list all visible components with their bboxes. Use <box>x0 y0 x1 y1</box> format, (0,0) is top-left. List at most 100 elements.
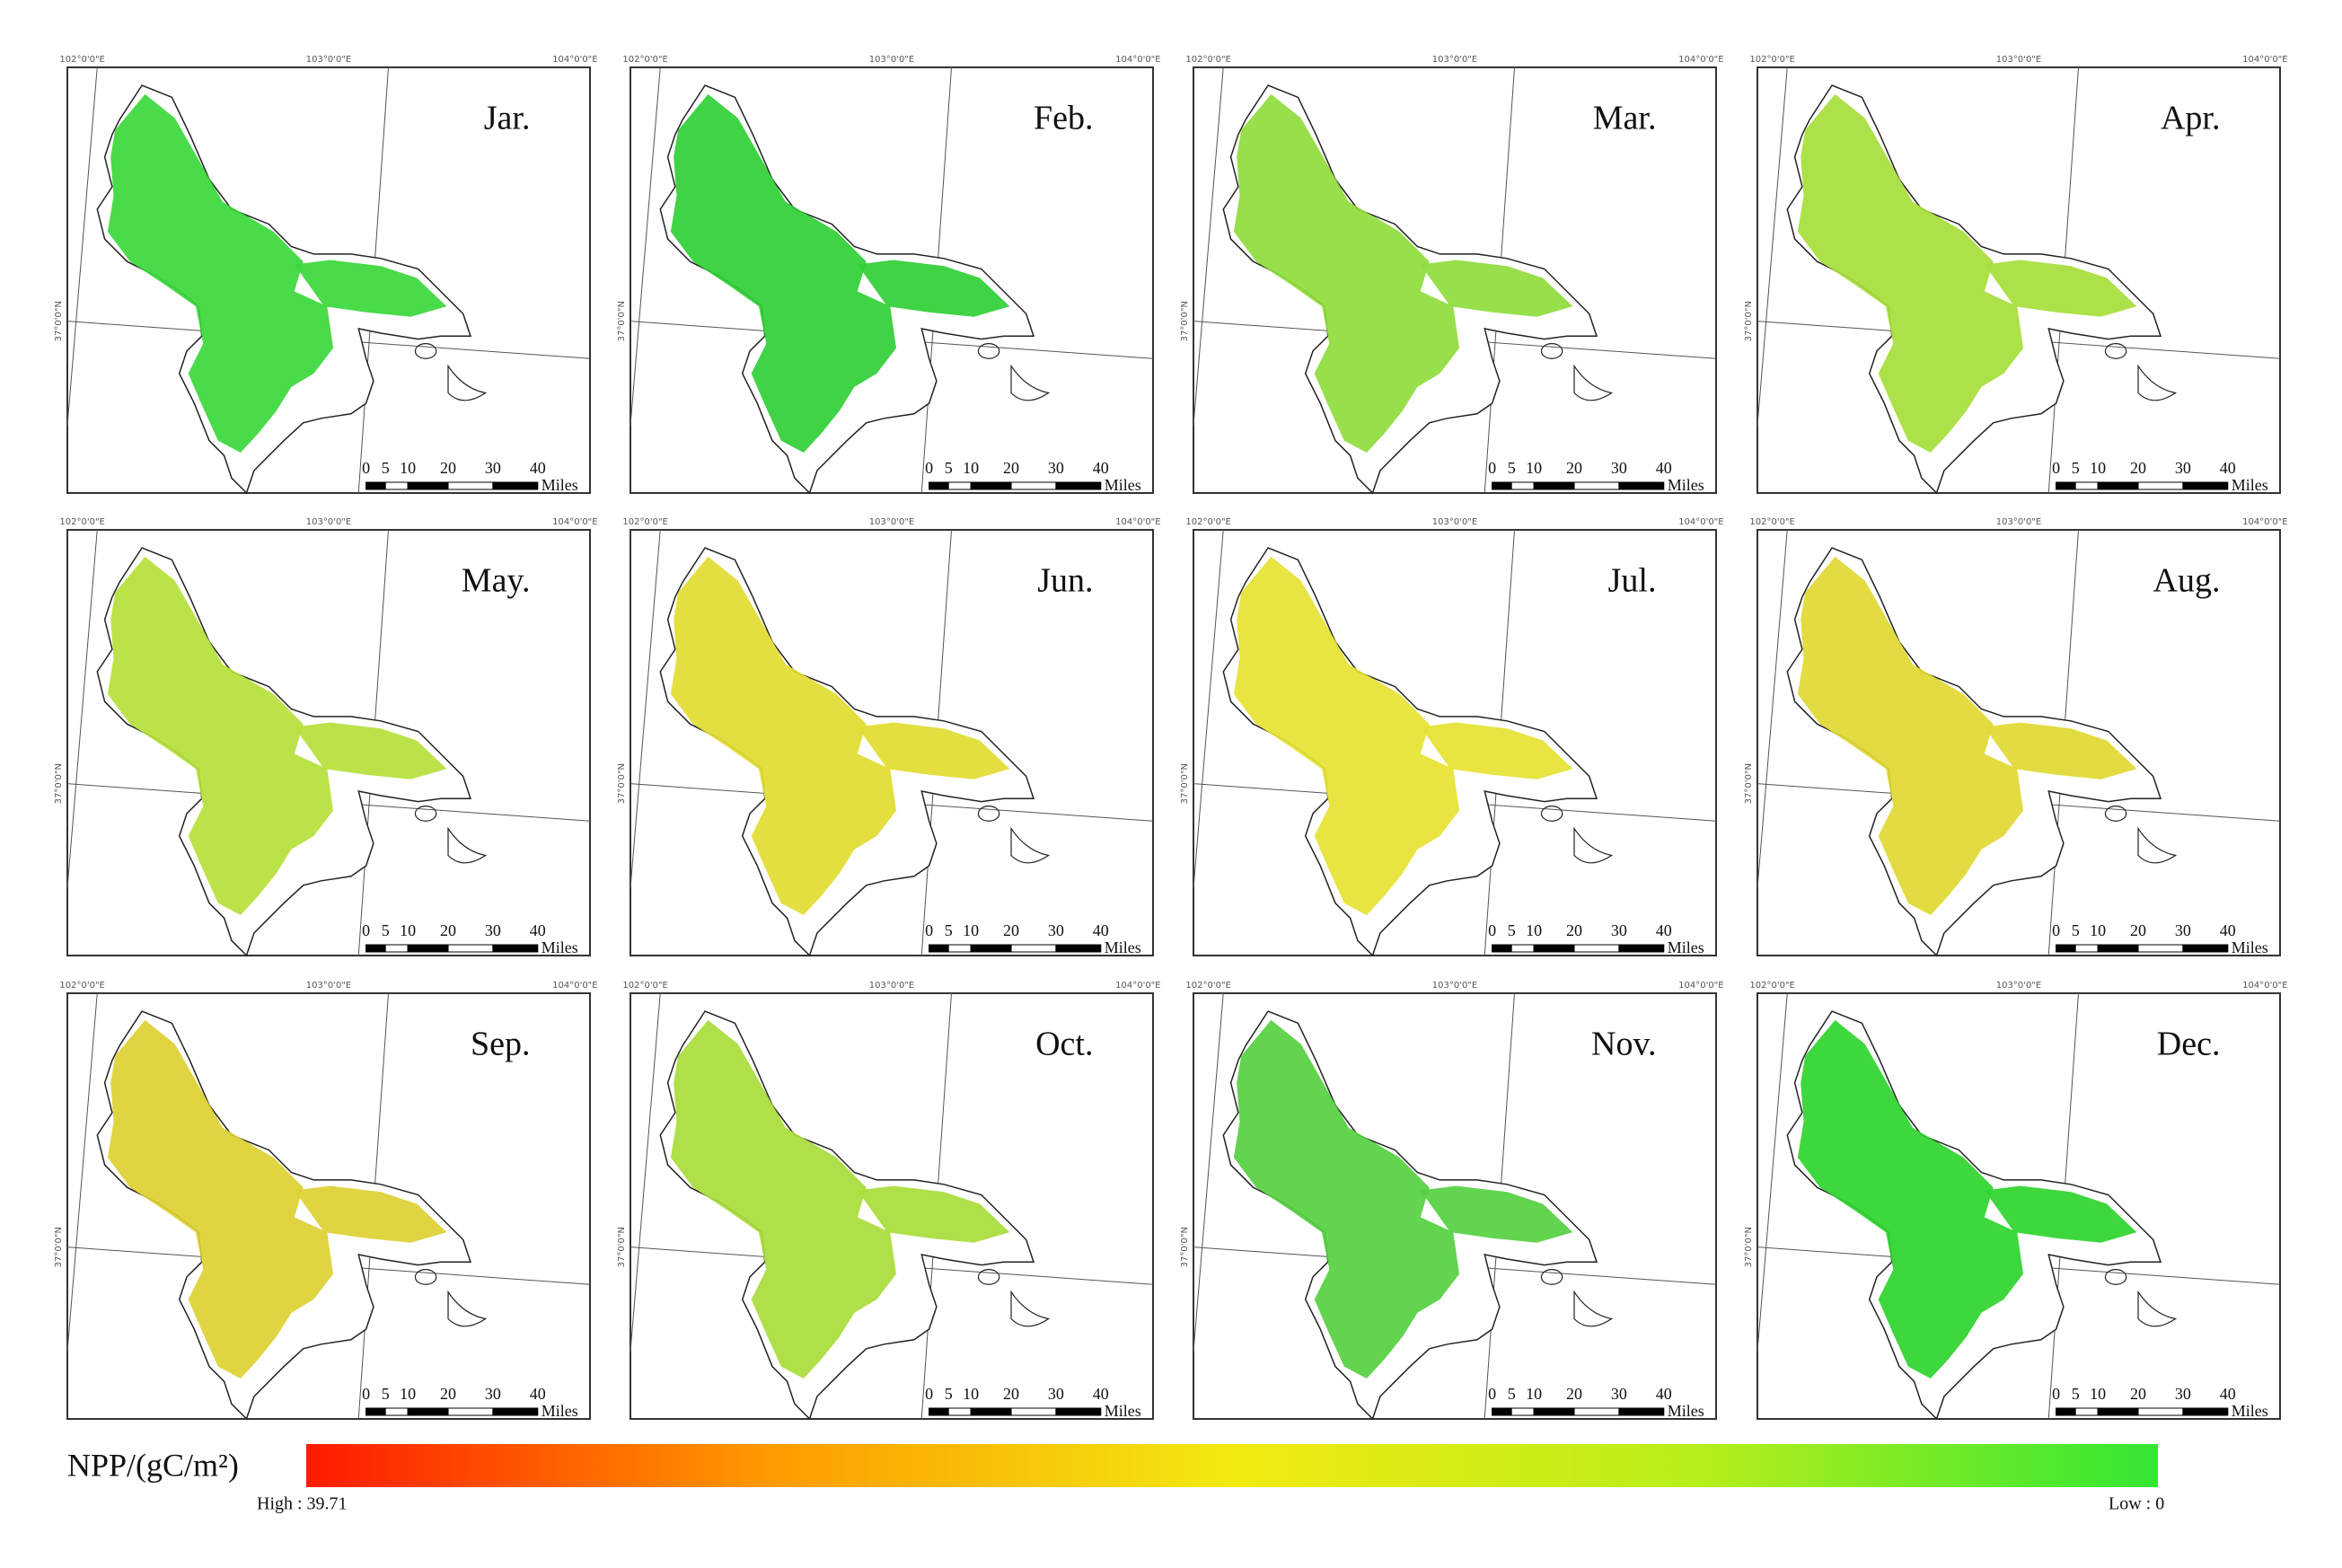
scale-label: 0 <box>925 921 933 939</box>
scale-bar-segment <box>2182 1407 2229 1416</box>
map-panel: Apr. 102°0'0"E 103°0'0"E 104°0'0"E 37°0'0"N 0… <box>1744 55 2288 495</box>
scale-bar-segment <box>1573 1407 1620 1416</box>
graticule-label: 103°0'0"E <box>306 55 351 65</box>
month-label: Jun. <box>1037 562 1093 600</box>
scale-label: 30 <box>485 459 501 477</box>
scale-bar-segment <box>1618 481 1665 490</box>
month-label: Feb. <box>1034 100 1094 137</box>
scale-unit: Miles <box>1668 1402 1704 1420</box>
scale-label: 5 <box>2072 459 2080 477</box>
scale-label: 20 <box>2130 921 2146 939</box>
npp-area <box>107 556 334 915</box>
scale-label: 5 <box>945 1385 953 1403</box>
scale-bar-segment <box>2056 944 2076 953</box>
scale-bar-segment <box>1492 481 1512 490</box>
scale-bar-segment <box>1510 944 1535 953</box>
graticule-label: 102°0'0"E <box>59 55 104 65</box>
lake <box>977 806 1000 822</box>
graticule-label: 103°0'0"E <box>869 55 914 65</box>
scale-bar-segment <box>1618 1407 1665 1416</box>
scale-label: 30 <box>2175 921 2191 939</box>
month-label: Mar. <box>1593 100 1657 137</box>
scale-unit: Miles <box>1105 938 1141 956</box>
graticule-label: 104°0'0"E <box>552 517 597 527</box>
scale-label: 30 <box>1611 459 1627 477</box>
npp-area <box>1420 260 1573 317</box>
scale-bar-segment <box>1533 481 1575 490</box>
scale-bar-segment <box>1533 1407 1575 1416</box>
scale-label: 20 <box>440 921 456 939</box>
graticule-label: 103°0'0"E <box>1996 517 2041 527</box>
scale-label: 10 <box>2090 921 2106 939</box>
legend-title: NPP/(gC/m²) <box>67 1447 239 1483</box>
npp-area <box>857 260 1010 317</box>
graticule-label: 37°0'0"N <box>617 763 627 804</box>
scale-bar-segment <box>2137 481 2184 490</box>
map-panel: Feb. 102°0'0"E 103°0'0"E 104°0'0"E 37°0'0"N 0… <box>617 55 1161 495</box>
scale-label: 10 <box>963 1385 979 1403</box>
map-panel: Sep. 102°0'0"E 103°0'0"E 104°0'0"E 37°0'0"N 0… <box>54 981 598 1421</box>
graticule-label: 37°0'0"N <box>1744 763 1754 804</box>
graticule-label: 104°0'0"E <box>552 981 597 991</box>
graticule <box>630 529 661 889</box>
scale-bar-segment <box>492 944 539 953</box>
scale-bar-segment <box>1010 944 1057 953</box>
scale-label: 40 <box>530 1385 546 1403</box>
scale-bar-segment <box>970 944 1012 953</box>
scale-bar-segment <box>407 481 449 490</box>
scale-label: 30 <box>1048 921 1064 939</box>
scale-label: 5 <box>382 459 390 477</box>
map-panel: Jul. 102°0'0"E 103°0'0"E 104°0'0"E 37°0'0"N 0… <box>1180 517 1724 957</box>
month-label: Oct. <box>1035 1026 1093 1063</box>
scale-bar-segment <box>2074 481 2099 490</box>
month-label: May. <box>462 562 531 600</box>
scale-bar-segment <box>1510 1407 1535 1416</box>
map-panel: Jun. 102°0'0"E 103°0'0"E 104°0'0"E 37°0'0"N 0… <box>617 517 1161 957</box>
map-panel: May. 102°0'0"E 103°0'0"E 104°0'0"E 37°0'0"N 0… <box>54 517 598 957</box>
npp-area <box>1984 260 2137 317</box>
scale-bar-segment <box>2097 481 2139 490</box>
river <box>2137 826 2178 864</box>
npp-area <box>1233 1019 1459 1379</box>
lake <box>414 1269 437 1285</box>
npp-area <box>1984 1185 2137 1243</box>
scale-label: 10 <box>400 921 416 939</box>
month-label: Aug. <box>2153 562 2221 600</box>
scale-label: 40 <box>1656 459 1672 477</box>
npp-area <box>857 1185 1010 1243</box>
graticule-label: 103°0'0"E <box>1432 981 1477 991</box>
scale-bar-segment <box>407 944 449 953</box>
graticule-label: 37°0'0"N <box>54 301 64 341</box>
graticule <box>1193 992 1224 1352</box>
scale-bar-segment <box>1010 1407 1057 1416</box>
scale-bar-segment <box>1055 944 1102 953</box>
scale-label: 10 <box>1526 459 1542 477</box>
scale-bar-segment <box>1010 481 1057 490</box>
graticule-label: 104°0'0"E <box>1678 517 1723 527</box>
graticule-label: 104°0'0"E <box>2242 55 2287 65</box>
graticule-label: 103°0'0"E <box>306 981 351 991</box>
scale-label: 10 <box>1526 1385 1542 1403</box>
scale-bar-segment <box>2137 1407 2184 1416</box>
scale-label: 5 <box>1508 459 1516 477</box>
lake <box>414 343 437 359</box>
graticule-label: 103°0'0"E <box>869 517 914 527</box>
scale-bar-segment <box>1055 1407 1102 1416</box>
river <box>447 1290 488 1327</box>
scale-label: 30 <box>1611 921 1627 939</box>
graticule-label: 37°0'0"N <box>1180 1227 1190 1267</box>
scale-label: 20 <box>2130 459 2146 477</box>
scale-unit: Miles <box>2232 476 2268 494</box>
scale-bar-segment <box>929 1407 949 1416</box>
scale-label: 40 <box>1093 459 1109 477</box>
scale-bar-segment <box>384 1407 409 1416</box>
lake <box>2104 343 2127 359</box>
scale-bar-segment <box>947 944 972 953</box>
graticule <box>66 66 98 427</box>
scale-bar-segment <box>970 1407 1012 1416</box>
graticule-label: 103°0'0"E <box>1996 55 2041 65</box>
scale-bar-segment <box>365 481 386 490</box>
scale-label: 40 <box>2220 1385 2236 1403</box>
scale-bar-segment <box>407 1407 449 1416</box>
